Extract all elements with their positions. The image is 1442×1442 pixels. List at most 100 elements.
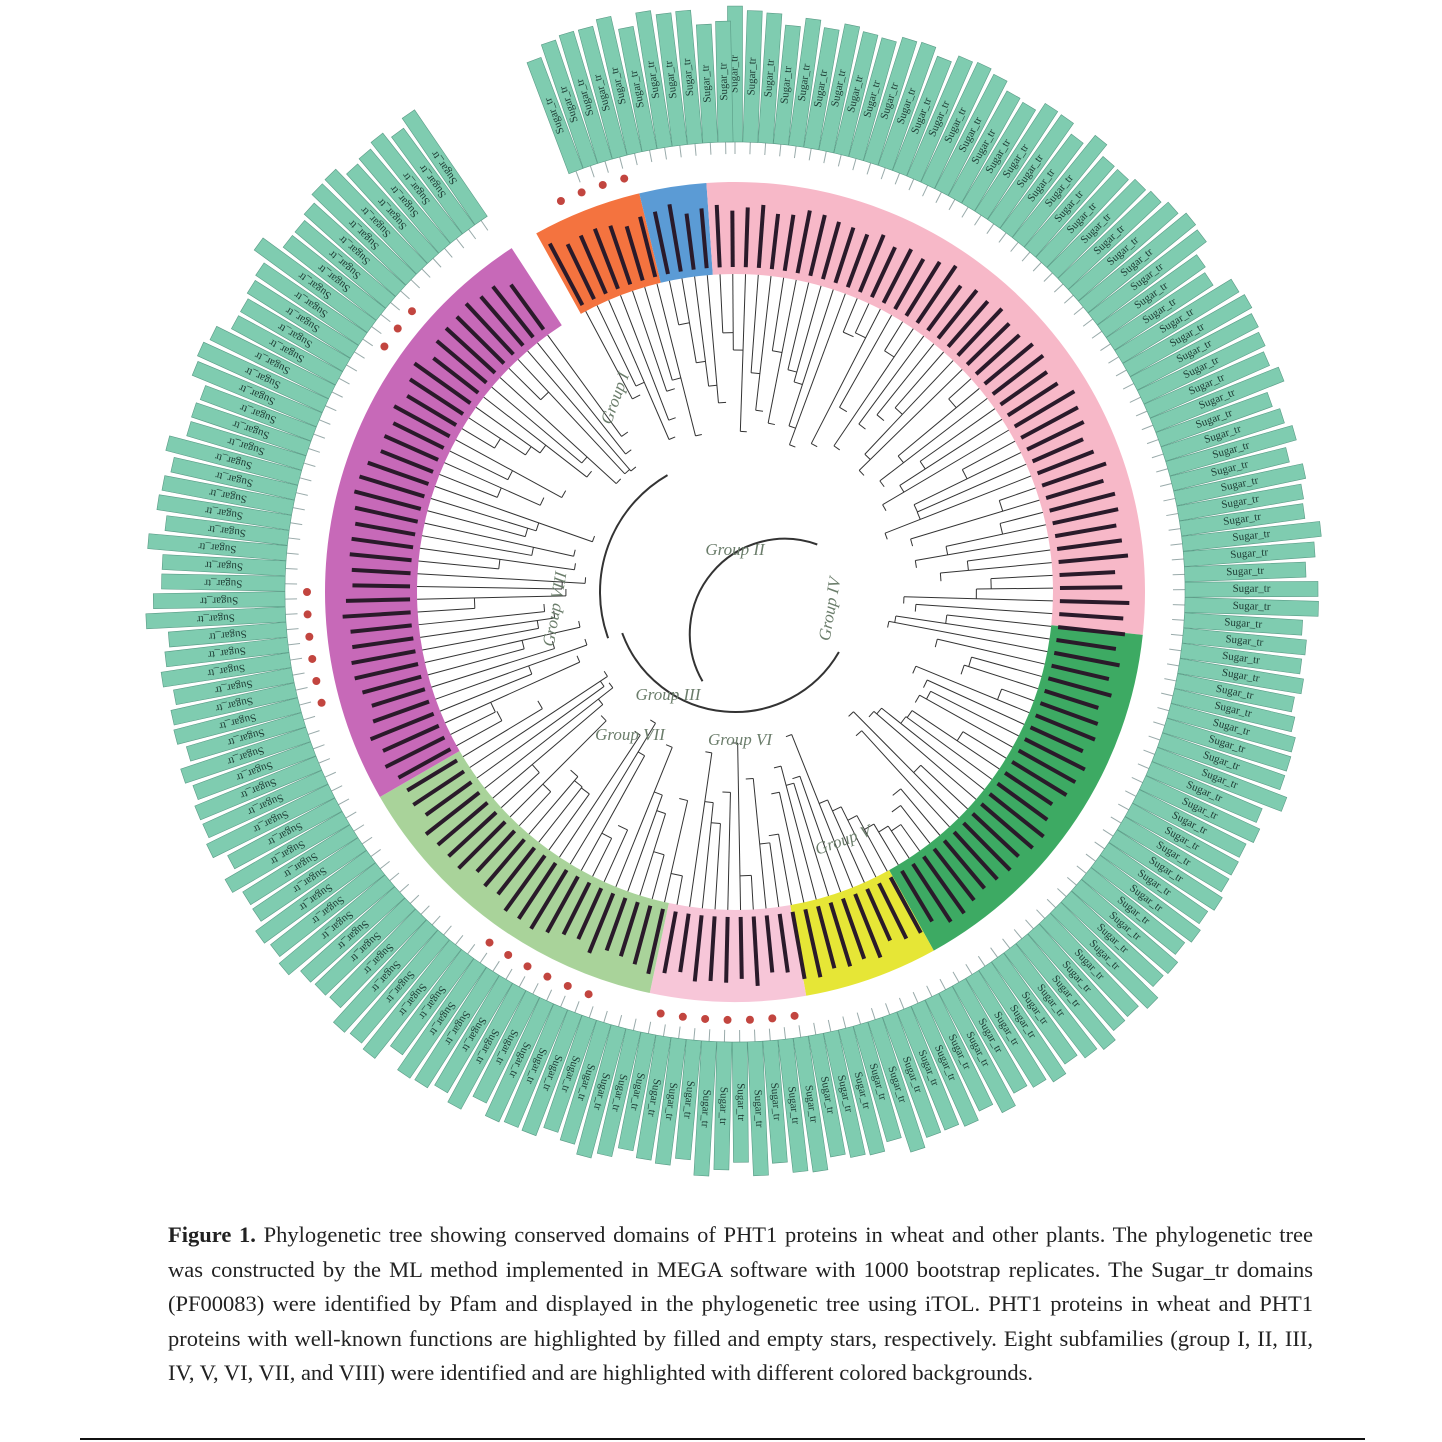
leaf-branch <box>644 286 673 381</box>
domain-stem <box>1021 251 1031 262</box>
domain-rect <box>1184 561 1307 583</box>
domain-rect <box>635 10 673 150</box>
domain-rect <box>185 712 307 762</box>
branch-join <box>768 422 775 426</box>
branch-join <box>912 665 917 674</box>
branch-join <box>584 638 588 646</box>
leaf-branch <box>945 524 1046 547</box>
domain-rect <box>987 114 1074 229</box>
leaf-label-mark <box>699 208 709 269</box>
leaf-label-mark <box>1056 538 1123 551</box>
domain-stem <box>371 326 382 335</box>
domain-rect <box>206 783 336 859</box>
domain-rect <box>253 237 377 334</box>
leaf-label-mark <box>996 781 1049 822</box>
domain-label: Sugar_tr <box>1232 528 1271 544</box>
domain-rect <box>543 1014 597 1133</box>
branch-join <box>608 682 614 689</box>
subfamily-background <box>324 248 562 797</box>
domain-box: Sugar_tr <box>160 652 303 688</box>
domain-ring: Sugar_tr Sugar_tr Sugar_tr Sugar_tr Sugar_tr… <box>145 5 1322 1177</box>
domain-rect <box>961 101 1037 212</box>
branch-join <box>818 799 828 804</box>
branch-join <box>919 461 926 470</box>
leaf-label-mark <box>708 916 717 982</box>
domain-rect <box>1023 156 1115 258</box>
domain-rect <box>1162 717 1292 772</box>
branch-join <box>948 398 957 408</box>
branch-join <box>531 547 534 556</box>
domain-box: Sugar_tr <box>1172 561 1307 583</box>
leaf-label-mark <box>1059 570 1116 577</box>
branch-join <box>570 769 579 778</box>
domain-rect <box>848 37 897 161</box>
leaf-branch <box>884 321 903 352</box>
leaf-label-mark <box>795 210 812 274</box>
domain-rect <box>896 1005 960 1131</box>
domain-stem <box>952 971 960 983</box>
domain-rect <box>991 952 1078 1065</box>
domain-rect <box>170 682 298 726</box>
domain-stem <box>290 522 303 526</box>
branch-join <box>878 825 889 833</box>
domain-stem <box>634 153 638 166</box>
domain-stem <box>662 1024 666 1037</box>
leaf-branch <box>999 487 1036 501</box>
leaf-branch <box>976 587 1053 590</box>
branch-join <box>882 504 887 511</box>
domain-box: Sugar_tr <box>773 24 801 157</box>
domain-stem <box>986 223 995 234</box>
branch-join <box>507 470 513 480</box>
leaf-label-mark <box>408 377 465 416</box>
domain-stem <box>420 905 430 915</box>
branch-join <box>772 350 783 353</box>
group-label: Group II <box>705 540 766 559</box>
domain-stem <box>1137 763 1150 770</box>
domain-stem <box>331 391 343 398</box>
leaf-label-mark <box>435 339 488 385</box>
domain-stem <box>399 883 410 893</box>
star <box>523 962 532 971</box>
leaf-branch <box>719 274 724 333</box>
leaf-label-mark <box>380 449 434 474</box>
domain-rect <box>161 475 295 516</box>
leaf-label-mark <box>632 905 653 965</box>
branch-join <box>635 381 645 387</box>
branch-join <box>665 744 673 748</box>
domain-rect <box>1114 278 1240 364</box>
branch-join <box>759 842 770 845</box>
domain-stem <box>468 229 477 240</box>
domain-rect <box>576 1024 627 1159</box>
domain-stem <box>1170 543 1183 546</box>
domain-stem <box>1091 330 1103 339</box>
leaf-label-mark <box>1034 713 1096 742</box>
domain-rect <box>147 533 288 561</box>
domain-stem <box>288 642 301 646</box>
leaf-branch <box>971 656 1042 677</box>
domain-box: Sugar_tr <box>170 457 308 501</box>
domain-box: Sugar_tr <box>693 1029 717 1177</box>
domain-stem <box>1171 558 1184 561</box>
domain-rect <box>1097 254 1206 338</box>
leaf-branch <box>627 794 663 892</box>
domain-stem <box>813 1022 817 1035</box>
branch-join <box>755 409 764 412</box>
domain-stem <box>299 477 312 482</box>
branch-join <box>855 332 866 339</box>
branch-join <box>876 414 885 422</box>
leaf-label-mark <box>352 583 411 589</box>
domain-rect <box>773 24 801 146</box>
branch-join <box>553 610 556 619</box>
leaf-branch <box>919 408 996 462</box>
domain-box: Sugar_tr <box>596 1018 642 1158</box>
branch-join <box>581 456 588 464</box>
leaf-branch <box>854 303 870 333</box>
domain-rect <box>346 163 440 264</box>
domain-label: Sugar_tr <box>802 1084 819 1124</box>
domain-box: Sugar_tr <box>145 606 298 630</box>
domain-stem <box>1066 876 1077 886</box>
domain-rect <box>882 1011 942 1138</box>
leaf-branch <box>450 711 496 735</box>
domain-stem <box>307 730 320 735</box>
branch-join <box>914 604 917 612</box>
